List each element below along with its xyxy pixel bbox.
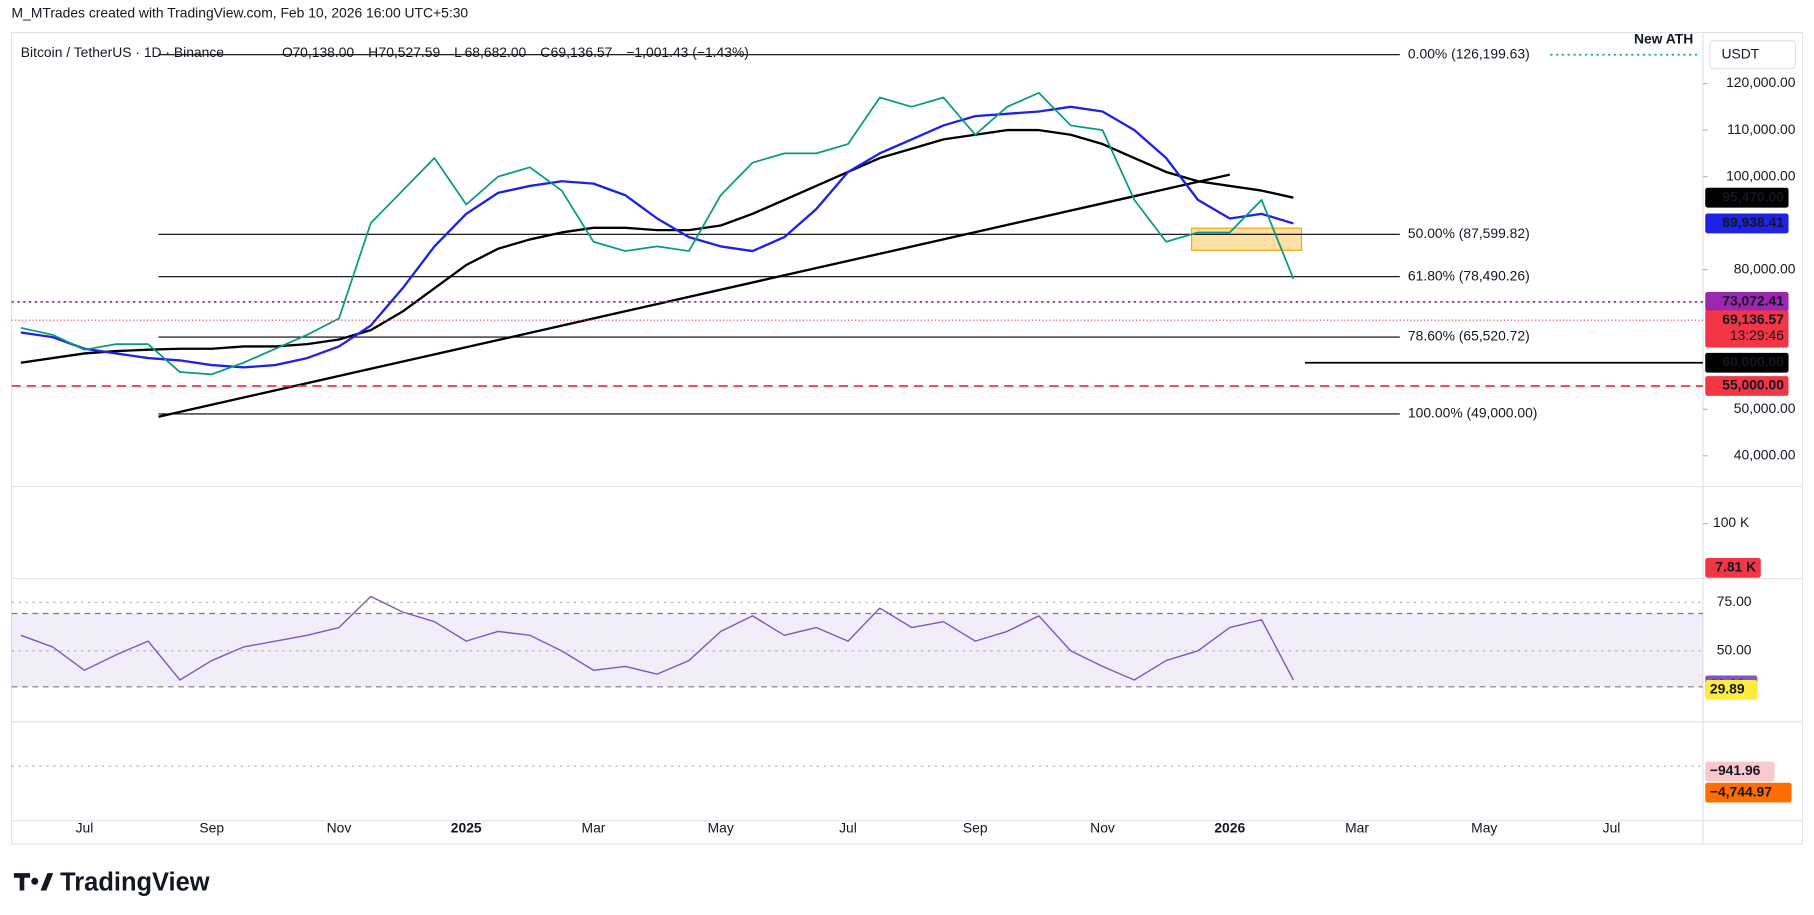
ohlc-value: 68,682.00 <box>465 44 527 60</box>
legend-line: Bitcoin / TetherUS · 1D · Binance O 70,138… <box>21 44 749 60</box>
ma200-line <box>20 128 1294 364</box>
price-label: 73,072.41 <box>1722 293 1784 309</box>
fib-label: 78.60% (65,520.72) <box>1408 328 1530 344</box>
author-line: M_MTrades created with TradingView.com, … <box>12 5 469 21</box>
x-tick-label: Sep <box>963 819 988 835</box>
price-label-box <box>1705 187 1789 208</box>
value-label: 29.89 <box>1710 681 1745 697</box>
x-tick-label: Mar <box>1345 819 1369 835</box>
x-tick-label: May <box>1471 819 1497 835</box>
x-tick-label: Mar <box>582 819 606 835</box>
countdown: 13:29:46 <box>1730 327 1784 343</box>
volume-label: 7.81 K <box>1715 558 1756 574</box>
y-tick-label: 100,000.00 <box>1726 167 1796 183</box>
fib-label: 100.00% (49,000.00) <box>1408 405 1537 421</box>
value-label-box <box>1705 761 1775 782</box>
ohlc-key: L <box>454 44 462 60</box>
rsi-band <box>11 613 1703 687</box>
value-label-box <box>1705 680 1758 700</box>
trendline <box>158 173 1231 418</box>
ohlc-key: O <box>282 44 293 60</box>
value-label: −4,744.97 <box>1710 783 1772 799</box>
rsi-tick-label: 75.00 <box>1717 593 1752 609</box>
x-tick-label: Jul <box>839 819 857 835</box>
price-label-box <box>1705 213 1789 234</box>
change: −1,001.43 (−1.43%) <box>626 44 749 60</box>
fib-label: 0.00% (126,199.63) <box>1408 45 1530 61</box>
volume-tick-label: 100 K <box>1713 514 1750 530</box>
fib-label: 50.00% (87,599.82) <box>1408 225 1530 241</box>
x-tick-label: Nov <box>327 819 352 835</box>
x-tick-label: Jul <box>76 819 94 835</box>
y-tick-label: 120,000.00 <box>1726 74 1796 90</box>
rsi-tick-label: 50.00 <box>1717 641 1752 657</box>
price-label: 89,938.41 <box>1722 214 1784 230</box>
ohlc-value: 70,138.00 <box>292 44 354 60</box>
ohlc-value: 70,527.59 <box>379 44 441 60</box>
x-tick-label: Jul <box>1603 819 1621 835</box>
fib-label: 61.80% (78,490.26) <box>1408 267 1530 283</box>
currency[interactable]: USDT <box>1721 45 1759 61</box>
price-label: 95,470.00 <box>1722 188 1784 204</box>
x-tick-label: May <box>708 819 734 835</box>
x-tick-label: Sep <box>199 819 224 835</box>
price-label-box <box>1705 292 1789 312</box>
volume-label-box <box>1705 557 1761 578</box>
ohlc-key: C <box>540 44 550 60</box>
ohlc-value: 69,136.57 <box>551 44 613 60</box>
price-label: 69,136.57 <box>1722 311 1784 327</box>
x-tick-label: Nov <box>1090 819 1115 835</box>
ath-label: New ATH <box>1634 30 1693 46</box>
price-label-box <box>1705 376 1789 396</box>
price-label-box <box>1705 310 1789 348</box>
x-tick-label: 2026 <box>1214 819 1245 835</box>
ohlc-key: H <box>368 44 378 60</box>
y-tick-label: 80,000.00 <box>1734 260 1796 276</box>
y-tick-label: 110,000.00 <box>1727 121 1796 137</box>
symbol: Bitcoin / TetherUS · 1D · Binance <box>21 44 224 60</box>
price-label: 60,000.00 <box>1722 353 1784 369</box>
value-label-box <box>1705 782 1792 803</box>
rsi-line <box>20 595 1295 681</box>
price-line <box>20 91 1295 376</box>
value-label: −941.96 <box>1710 762 1761 778</box>
x-tick-label: 2025 <box>451 819 482 835</box>
consolidation-zone <box>1191 227 1303 251</box>
price-label: 55,000.00 <box>1722 377 1784 393</box>
y-tick-label: 50,000.00 <box>1734 400 1796 416</box>
logo-icon <box>13 873 54 891</box>
chart-frame <box>10 32 1804 845</box>
price-label-box <box>1705 352 1789 373</box>
y-tick-label: 40,000.00 <box>1734 446 1796 462</box>
brand-logo: TradingView <box>13 868 210 896</box>
brand-name: TradingView <box>60 868 210 896</box>
currency-button[interactable] <box>1709 40 1797 70</box>
